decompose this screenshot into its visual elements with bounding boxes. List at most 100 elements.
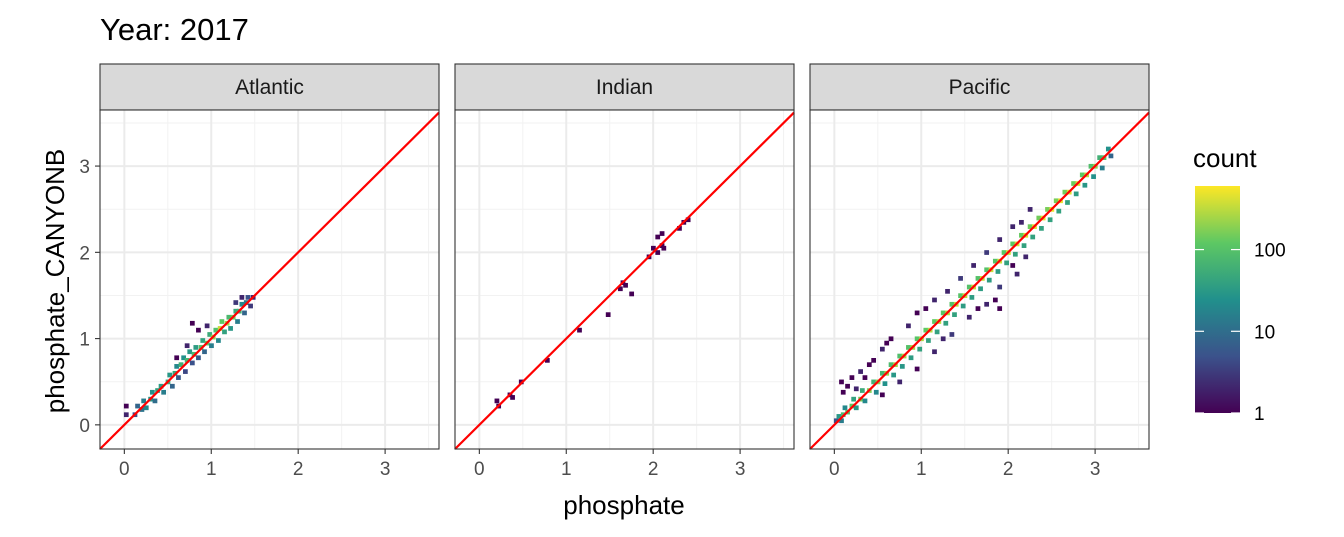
heatmap-cell xyxy=(992,258,998,264)
heatmap-cell xyxy=(949,332,955,337)
heatmap-cell xyxy=(859,388,865,393)
facet-panel-indian: Indian 0 1 2 3 xyxy=(454,63,795,480)
heatmap-cell xyxy=(879,346,885,352)
heatmap-cell xyxy=(866,362,872,368)
heatmap-cell xyxy=(923,306,929,311)
heatmap-cell xyxy=(655,234,661,240)
heatmap-cell xyxy=(960,303,966,309)
heatmap-cell xyxy=(233,308,239,314)
reference-line xyxy=(99,111,440,450)
heatmap-cell xyxy=(884,340,890,346)
heatmap-cell xyxy=(617,286,623,292)
heatmap-cell xyxy=(209,343,214,349)
heatmap-cell xyxy=(135,403,140,409)
heatmap-cell xyxy=(184,357,190,363)
heatmap-cell xyxy=(839,418,844,424)
heatmap-cell xyxy=(888,362,894,368)
heatmap-cell xyxy=(851,396,857,402)
panel-border xyxy=(809,109,1150,450)
heatmap-cell xyxy=(1097,155,1103,160)
heatmap-cell xyxy=(943,320,949,326)
heatmap-cell xyxy=(1088,163,1094,169)
reference-line xyxy=(454,111,795,450)
heatmap-cell xyxy=(833,418,839,424)
heatmap-cell xyxy=(685,217,691,223)
heatmap-cell xyxy=(139,407,145,412)
x-tick-label: 0 xyxy=(829,459,840,480)
facet-panel-atlantic: Atlantic 0 1 2 3 0 1 2 3 xyxy=(79,63,440,480)
heatmap-cell xyxy=(958,276,963,281)
heatmap-cell xyxy=(677,226,682,231)
heatmap-cell xyxy=(181,355,187,361)
heatmap-cell xyxy=(952,312,957,317)
heatmap-cell xyxy=(219,319,225,324)
legend-colorbar xyxy=(1195,186,1240,413)
heatmap-cell xyxy=(174,355,180,361)
x-tick-label: 2 xyxy=(648,459,659,480)
heatmap-cell xyxy=(544,357,550,363)
x-tick-label: 0 xyxy=(119,459,130,480)
heatmap-cell xyxy=(1021,243,1027,248)
heatmap-cell xyxy=(189,360,195,366)
heatmap-cell xyxy=(661,245,667,251)
heatmap-cell xyxy=(123,403,129,409)
heatmap-cell xyxy=(123,412,129,418)
heatmap-cell xyxy=(235,319,240,324)
heatmap-cell xyxy=(169,383,175,389)
x-tick-label: 2 xyxy=(1003,459,1014,480)
heatmap-cell xyxy=(958,293,963,299)
heatmap-cell xyxy=(839,379,844,385)
heatmap-cell xyxy=(659,243,665,248)
heatmap-cell xyxy=(1053,198,1059,204)
heatmap-cell xyxy=(213,327,219,333)
heatmap-cell xyxy=(174,364,180,369)
heatmap-cell xyxy=(1036,215,1042,221)
heatmap-cell xyxy=(655,250,661,255)
heatmap-cell xyxy=(871,379,877,385)
heatmap-cell xyxy=(228,326,233,331)
heatmap-cell xyxy=(932,349,937,355)
heatmap-cell xyxy=(917,346,923,352)
heatmap-cell xyxy=(245,295,251,300)
heatmap-cell xyxy=(176,375,181,380)
heatmap-cell xyxy=(202,349,207,355)
heatmap-cell xyxy=(836,414,842,419)
x-axis-title: phosphate xyxy=(563,490,684,520)
facet-panel-pacific: Pacific 0 1 2 3 xyxy=(809,63,1150,480)
heatmap-cell xyxy=(949,301,955,307)
x-tick-label: 1 xyxy=(561,459,572,480)
heatmap-cell xyxy=(908,355,914,361)
heatmap-cell xyxy=(879,370,885,376)
facet-strip xyxy=(809,63,1150,111)
heatmap-cell xyxy=(1023,254,1029,260)
heatmap-cell xyxy=(906,345,911,350)
heatmap-cell xyxy=(984,250,990,255)
heatmap-cell xyxy=(986,277,992,283)
panel-border xyxy=(454,109,795,450)
facet-strip-label: Atlantic xyxy=(235,76,304,99)
heatmap-cell xyxy=(984,301,990,307)
heatmap-cell xyxy=(141,398,147,404)
heatmap-cell xyxy=(1073,191,1079,197)
reference-line xyxy=(809,111,1150,450)
heatmap-cell xyxy=(934,329,940,335)
heatmap-cell xyxy=(840,389,846,395)
heatmap-cell xyxy=(226,314,232,320)
heatmap-cell xyxy=(178,362,184,368)
heatmap-cell xyxy=(196,355,201,361)
heatmap-cell xyxy=(1065,200,1070,205)
heatmap-cell xyxy=(1099,165,1105,171)
heatmap-cell xyxy=(897,353,903,359)
heatmap-cell xyxy=(940,310,946,316)
facet-strip-label: Indian xyxy=(596,76,653,99)
heatmap-cell xyxy=(966,314,972,320)
legend-break-label: 1 xyxy=(1254,404,1265,425)
x-tick-label: 3 xyxy=(735,459,746,480)
heatmap-cell xyxy=(1045,207,1050,212)
heatmap-cell xyxy=(189,320,195,326)
heatmap-cell xyxy=(233,300,239,305)
heatmap-cell xyxy=(494,398,500,404)
heatmap-cell xyxy=(842,405,848,411)
heatmap-cell xyxy=(1012,251,1018,257)
